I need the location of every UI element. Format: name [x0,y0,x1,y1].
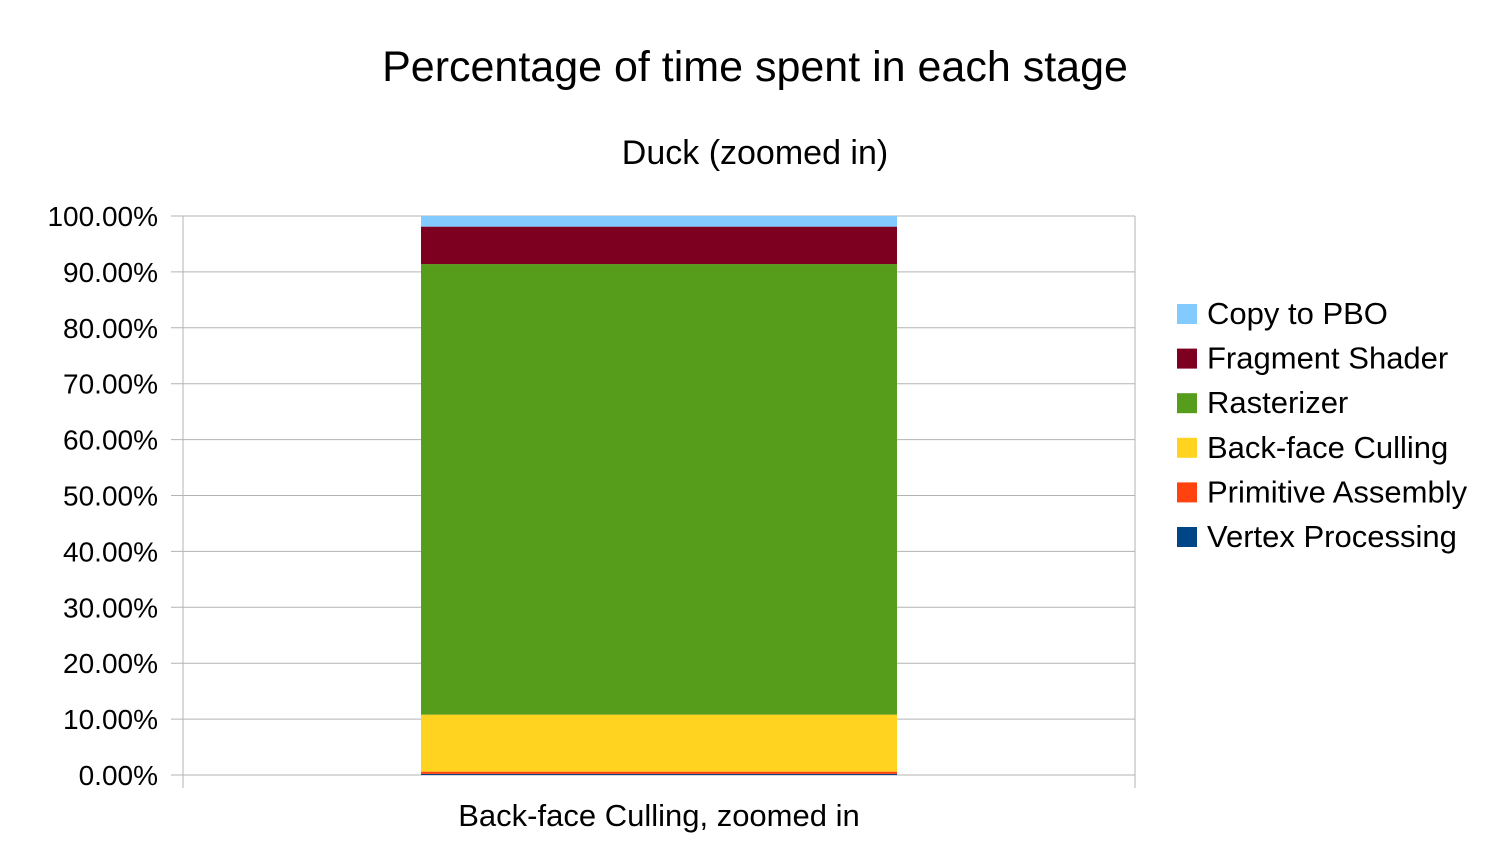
bar-segments [421,216,897,775]
legend-swatch [1177,437,1197,458]
y-tick-label: 20.00% [63,648,158,679]
legend-swatch [1177,482,1197,503]
legend-label: Fragment Shader [1207,341,1448,376]
y-tick-label: 80.00% [63,313,158,344]
bar-segment-rasterizer [421,264,897,715]
y-tick-label: 60.00% [63,425,158,456]
legend-label: Vertex Processing [1207,519,1457,554]
y-tick-label: 90.00% [63,257,158,288]
y-tick-label: 100.00% [47,201,158,232]
bar-segment-copy-to-pbo [421,216,897,227]
legend-swatch [1177,393,1197,414]
legend-swatch [1177,304,1197,324]
bar-segment-back-face-culling [421,714,897,772]
legend-label: Copy to PBO [1207,296,1388,331]
y-tick-label: 10.00% [63,704,158,735]
chart-subtitle: Duck (zoomed in) [622,134,888,172]
y-tick-label: 0.00% [79,760,158,791]
y-tick-label: 30.00% [63,592,158,623]
bar-segment-fragment-shader [421,226,897,265]
y-axis-tick-labels: 0.00% 10.00% 20.00% 30.00% 40.00% 50.00% 60.00… [47,201,158,791]
chart-title: Percentage of time spent in each stage [382,43,1128,91]
legend-swatch [1177,527,1197,547]
legend-label: Primitive Assembly [1207,474,1468,509]
axes [182,216,1136,788]
x-axis-tick-labels: Back-face Culling, zoomed in [458,798,859,833]
x-tick-label: Back-face Culling, zoomed in [458,798,859,833]
legend: Copy to PBO Fragment Shader Rasterizer Back… [1177,296,1468,554]
legend-label: Back-face Culling [1207,430,1448,465]
y-tick-label: 70.00% [63,369,158,400]
y-tick-label: 50.00% [63,481,158,512]
bar-segment-primitive-assembly [421,771,897,774]
legend-swatch [1177,348,1197,369]
y-tick-label: 40.00% [63,536,158,567]
legend-label: Rasterizer [1207,385,1348,420]
bar-segment-vertex-processing [421,773,897,775]
